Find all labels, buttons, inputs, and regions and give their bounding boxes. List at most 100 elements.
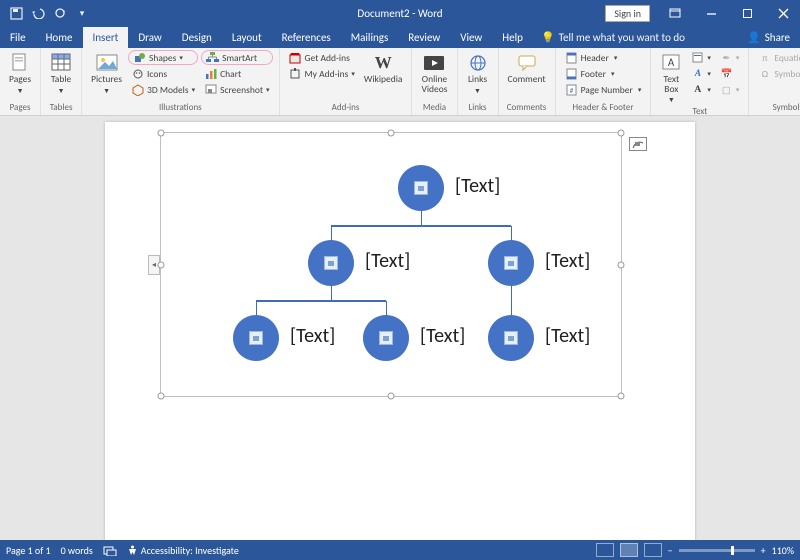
tab-draw[interactable]: Draw (128, 27, 171, 48)
pages-button[interactable]: Pages ▼ (6, 50, 34, 97)
zoom-level[interactable]: 110% (772, 544, 794, 557)
ribbon-display-icon[interactable] (658, 0, 692, 26)
tab-review[interactable]: Review (398, 27, 450, 48)
smartart-node[interactable] (488, 315, 534, 361)
smartart-node-label[interactable]: [Text] (455, 174, 500, 198)
chevron-down-icon: ▼ (103, 86, 110, 95)
quick-parts-button[interactable]: ▾ (688, 50, 714, 65)
wikipedia-button[interactable]: W Wikipedia (361, 50, 406, 87)
chevron-down-icon: ▾ (351, 69, 355, 78)
tell-me-search[interactable]: 💡 Tell me what you want to do (533, 27, 693, 48)
smartart-node[interactable] (308, 240, 354, 286)
online-videos-label: Online Videos (421, 75, 447, 94)
object-button[interactable]: ▢▾ (717, 82, 743, 97)
tab-layout[interactable]: Layout (222, 27, 272, 48)
group-comments: Comment Comments (499, 48, 556, 115)
minimize-icon[interactable] (694, 0, 728, 26)
close-icon[interactable] (766, 0, 800, 26)
smartart-node[interactable] (363, 315, 409, 361)
smartart-node-label[interactable]: [Text] (545, 324, 590, 348)
screenshot-button[interactable]: Screenshot ▾ (201, 82, 272, 97)
symbol-button[interactable]: ΩSymbol▾ (755, 66, 800, 81)
footer-icon (565, 67, 578, 80)
page-indicator[interactable]: Page 1 of 1 (6, 544, 51, 557)
word-count[interactable]: 0 words (61, 544, 93, 557)
resize-handle[interactable] (388, 130, 395, 137)
page-number-button[interactable]: #Page Number▾ (562, 82, 645, 97)
online-videos-button[interactable]: Online Videos (418, 50, 450, 96)
print-layout-button[interactable] (620, 543, 638, 557)
resize-handle[interactable] (618, 261, 625, 268)
signature-icon: ✒ (720, 51, 733, 64)
zoom-slider[interactable] (679, 549, 755, 552)
get-addins-button[interactable]: Get Add-ins (286, 50, 358, 65)
smartart-node[interactable] (488, 240, 534, 286)
smartart-button[interactable]: SmartArt (201, 50, 272, 65)
links-button[interactable]: Links ▼ (464, 50, 492, 97)
smartart-selection-frame[interactable]: ◂ [Text][Text][Text][Text][Text][Text] (160, 132, 622, 397)
header-button[interactable]: Header▾ (562, 50, 645, 65)
tab-file[interactable]: File (0, 27, 36, 48)
tab-home[interactable]: Home (36, 27, 83, 48)
tab-help[interactable]: Help (492, 27, 533, 48)
tab-insert[interactable]: Insert (83, 27, 129, 48)
smartart-node-label[interactable]: [Text] (365, 249, 410, 273)
web-layout-button[interactable] (644, 543, 662, 557)
chevron-down-icon: ▾ (707, 85, 711, 94)
3d-models-button[interactable]: 3D Models ▾ (128, 82, 198, 97)
picture-placeholder-icon[interactable] (249, 331, 263, 345)
chevron-down-icon: ▾ (611, 69, 615, 78)
picture-placeholder-icon[interactable] (324, 256, 338, 270)
my-addins-button[interactable]: My Add-ins ▾ (286, 66, 358, 81)
chart-button[interactable]: Chart (201, 66, 272, 81)
date-time-button[interactable]: 📅 (717, 66, 743, 81)
smartart-node-label[interactable]: [Text] (545, 249, 590, 273)
qat-more-icon[interactable]: ▾ (74, 5, 90, 21)
tab-view[interactable]: View (450, 27, 492, 48)
zoom-out-button[interactable]: − (668, 544, 673, 557)
table-button[interactable]: Table ▼ (47, 50, 75, 97)
picture-placeholder-icon[interactable] (379, 331, 393, 345)
drop-cap-button[interactable]: A▾ (688, 82, 714, 97)
resize-handle[interactable] (158, 393, 165, 400)
picture-placeholder-icon[interactable] (504, 331, 518, 345)
redo-icon[interactable] (52, 5, 68, 21)
save-icon[interactable] (8, 5, 24, 21)
picture-placeholder-icon[interactable] (504, 256, 518, 270)
smartart-node-label[interactable]: [Text] (420, 324, 465, 348)
icons-button[interactable]: Icons (128, 66, 198, 81)
pictures-button[interactable]: Pictures ▼ (88, 50, 125, 97)
language-icon[interactable] (103, 545, 117, 556)
tab-mailings[interactable]: Mailings (341, 27, 399, 48)
smartart-node[interactable] (233, 315, 279, 361)
maximize-icon[interactable] (730, 0, 764, 26)
read-mode-button[interactable] (596, 543, 614, 557)
resize-handle[interactable] (158, 130, 165, 137)
equation-button[interactable]: πEquation▾ (755, 50, 800, 65)
text-box-button[interactable]: A Text Box ▼ (657, 50, 685, 106)
resize-handle[interactable] (618, 130, 625, 137)
shapes-button[interactable]: Shapes ▾ (128, 50, 198, 65)
share-button[interactable]: 👤 Share (737, 27, 800, 48)
chevron-down-icon: ▾ (736, 85, 740, 94)
resize-handle[interactable] (618, 393, 625, 400)
footer-button[interactable]: Footer▾ (562, 66, 645, 81)
resize-handle[interactable] (388, 393, 395, 400)
smartart-node-label[interactable]: [Text] (290, 324, 335, 348)
smartart-node[interactable] (398, 165, 444, 211)
undo-icon[interactable] (30, 5, 46, 21)
comment-button[interactable]: Comment (505, 50, 549, 87)
pages-label: Pages (9, 75, 31, 85)
sign-in-button[interactable]: Sign in (605, 5, 650, 22)
tab-design[interactable]: Design (172, 27, 222, 48)
layout-options-icon[interactable] (629, 137, 647, 151)
wordart-button[interactable]: A▾ (688, 66, 714, 81)
zoom-in-button[interactable]: + (761, 544, 766, 557)
signature-line-button[interactable]: ✒▾ (717, 50, 743, 65)
smartart-graphic[interactable]: [Text] [Text] [Text] [Text] [Text] [Text] (161, 133, 621, 396)
document-page: ◂ [Text][Text][Text][Text][Text][Text] (105, 122, 695, 540)
accessibility-status[interactable]: Accessibility: Investigate (127, 544, 239, 557)
resize-handle[interactable] (158, 261, 165, 268)
picture-placeholder-icon[interactable] (414, 181, 428, 195)
tab-references[interactable]: References (272, 27, 341, 48)
